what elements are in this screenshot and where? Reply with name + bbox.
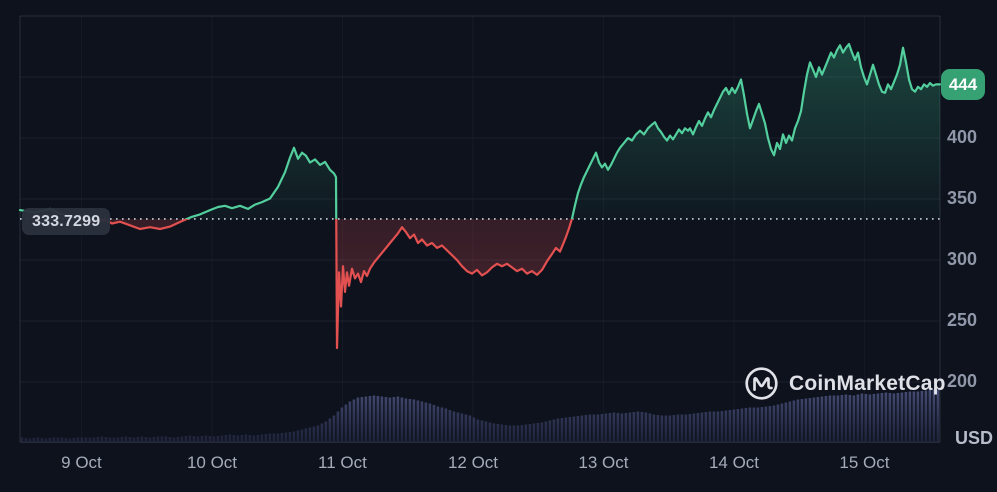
x-axis-label: 13 Oct xyxy=(578,453,629,472)
volume-bars xyxy=(20,389,940,442)
y-axis-label: 250 xyxy=(947,310,978,331)
current-price-badge: 444 xyxy=(941,69,985,100)
y-axis-label: 300 xyxy=(947,249,978,270)
y-axis-label: 200 xyxy=(947,371,978,392)
x-axis-label: 11 Oct xyxy=(318,453,367,472)
coinmarketcap-watermark: CoinMarketCap xyxy=(743,365,946,402)
price-line xyxy=(18,43,942,350)
coinmarketcap-logo-icon xyxy=(745,367,778,400)
x-axis-label: 10 Oct xyxy=(186,453,238,472)
x-axis-label: 14 Oct xyxy=(708,453,760,472)
x-axis-label: 12 Oct xyxy=(447,453,499,472)
y-axis-label: 350 xyxy=(947,188,978,209)
watermark-text: CoinMarketCap xyxy=(789,371,946,395)
currency-unit-label: USD xyxy=(955,428,994,448)
x-axis-label: 9 Oct xyxy=(61,453,102,472)
y-axis-label: 400 xyxy=(947,127,978,148)
price-area xyxy=(20,44,940,348)
x-axis-label: 15 Oct xyxy=(839,453,890,472)
baseline-price-badge: 333.7299 xyxy=(22,208,111,235)
